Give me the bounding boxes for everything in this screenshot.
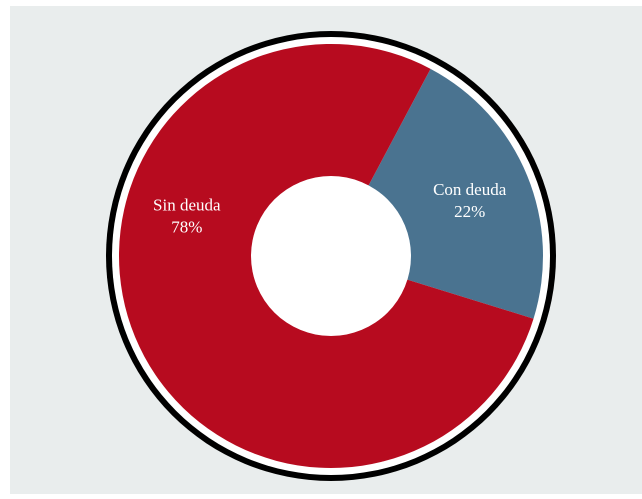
donut-hole: [251, 176, 411, 336]
slice-label-con-deuda: Con deuda: [433, 180, 507, 199]
slice-label-sin-deuda: Sin deuda: [153, 196, 221, 215]
slice-value-con-deuda: 22%: [454, 202, 485, 221]
slice-value-sin-deuda: 78%: [171, 218, 202, 237]
